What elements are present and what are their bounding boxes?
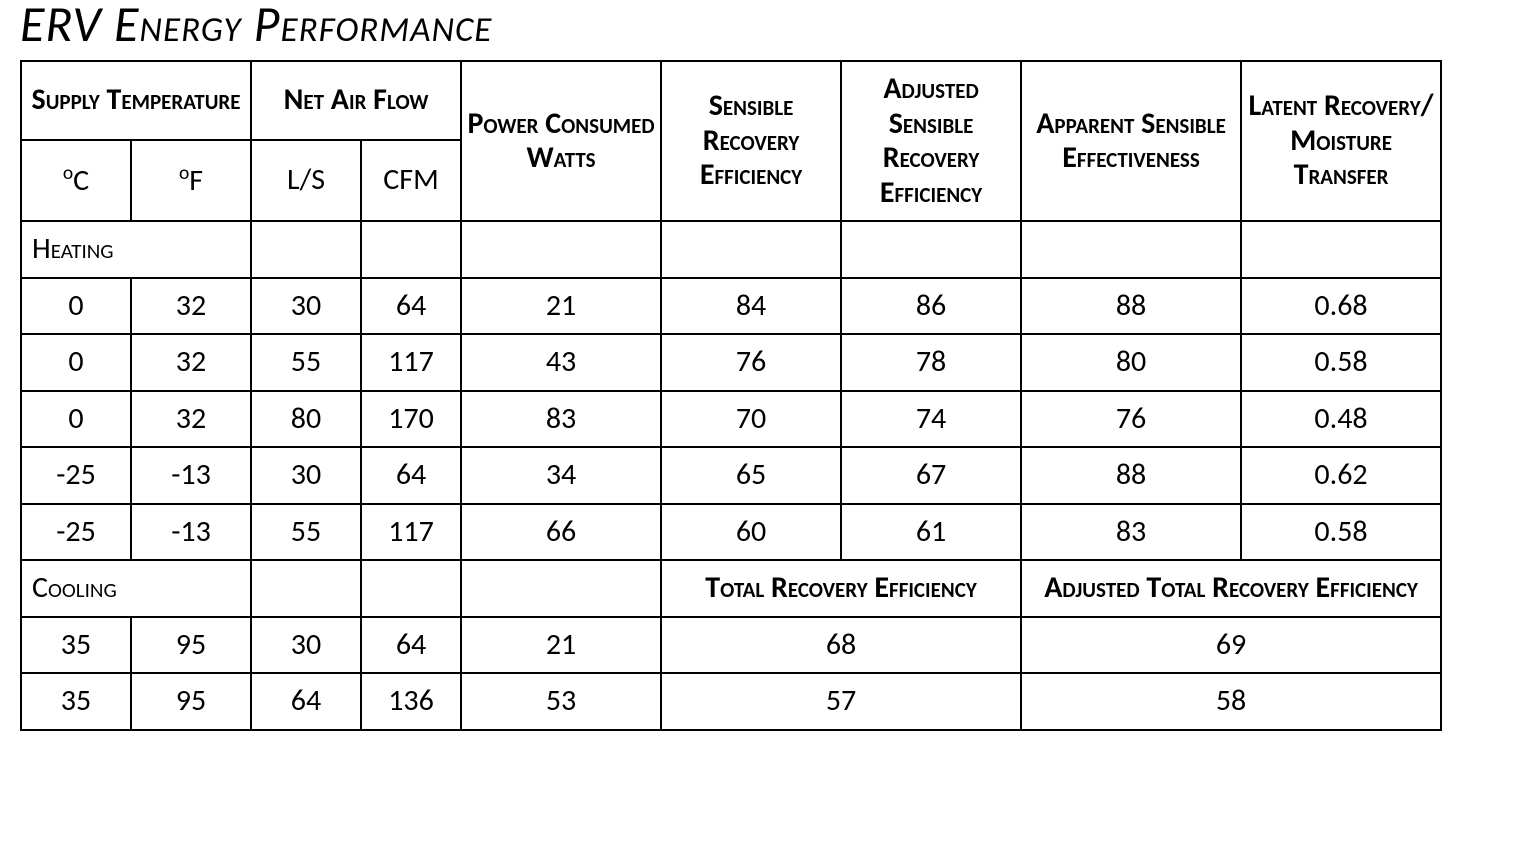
- cell-ase: 80: [1021, 334, 1241, 391]
- cell-sre: 84: [661, 278, 841, 335]
- table-row: 0 32 80 170 83 70 74 76 0.48: [21, 391, 1441, 448]
- cell-cfm: 117: [361, 334, 461, 391]
- table-row: 0 32 55 117 43 76 78 80 0.58: [21, 334, 1441, 391]
- cell-pw: 21: [461, 278, 661, 335]
- empty-cell: [841, 221, 1021, 278]
- table-row: 35 95 64 136 53 57 58: [21, 673, 1441, 730]
- unit-ls: L/S: [251, 140, 361, 221]
- cell-atre: 58: [1021, 673, 1441, 730]
- erv-performance-table: Supply Temperature Net Air Flow Power Co…: [20, 60, 1442, 731]
- cell-ls: 55: [251, 334, 361, 391]
- cell-ase: 76: [1021, 391, 1241, 448]
- cooling-label: Cooling: [21, 560, 251, 617]
- col-supply-temp: Supply Temperature: [21, 61, 251, 140]
- cell-c: 35: [21, 673, 131, 730]
- cell-c: -25: [21, 504, 131, 561]
- empty-cell: [251, 221, 361, 278]
- col-asre: Adjusted Sensible Recovery Efficiency: [841, 61, 1021, 221]
- cell-cfm: 64: [361, 617, 461, 674]
- empty-cell: [461, 560, 661, 617]
- cell-lat: 0.48: [1241, 391, 1441, 448]
- table-row: -25 -13 30 64 34 65 67 88 0.62: [21, 447, 1441, 504]
- cell-cfm: 117: [361, 504, 461, 561]
- cell-tre: 68: [661, 617, 1021, 674]
- cell-sre: 60: [661, 504, 841, 561]
- cell-ase: 88: [1021, 278, 1241, 335]
- cell-c: 35: [21, 617, 131, 674]
- cell-lat: 0.62: [1241, 447, 1441, 504]
- cell-c: 0: [21, 278, 131, 335]
- col-latent: Latent Recovery/ Moisture Transfer: [1241, 61, 1441, 221]
- col-net-air-flow: Net Air Flow: [251, 61, 461, 140]
- cell-pw: 83: [461, 391, 661, 448]
- cell-cfm: 170: [361, 391, 461, 448]
- cell-pw: 53: [461, 673, 661, 730]
- cell-pw: 34: [461, 447, 661, 504]
- cell-f: -13: [131, 447, 251, 504]
- table-row: 0 32 30 64 21 84 86 88 0.68: [21, 278, 1441, 335]
- cell-pw: 43: [461, 334, 661, 391]
- cell-asre: 86: [841, 278, 1021, 335]
- empty-cell: [1241, 221, 1441, 278]
- cell-c: 0: [21, 391, 131, 448]
- cell-pw: 21: [461, 617, 661, 674]
- cell-sre: 76: [661, 334, 841, 391]
- page-title: ERV Energy Performance: [20, 0, 1516, 50]
- cell-tre: 57: [661, 673, 1021, 730]
- cell-asre: 61: [841, 504, 1021, 561]
- heating-label: Heating: [21, 221, 251, 278]
- cell-f: 32: [131, 334, 251, 391]
- table-header-row-1: Supply Temperature Net Air Flow Power Co…: [21, 61, 1441, 140]
- empty-cell: [361, 221, 461, 278]
- cell-ls: 80: [251, 391, 361, 448]
- cell-cfm: 136: [361, 673, 461, 730]
- cell-ase: 88: [1021, 447, 1241, 504]
- cell-ls: 30: [251, 447, 361, 504]
- cell-asre: 78: [841, 334, 1021, 391]
- cell-c: -25: [21, 447, 131, 504]
- empty-cell: [461, 221, 661, 278]
- cell-sre: 65: [661, 447, 841, 504]
- cell-f: 95: [131, 617, 251, 674]
- empty-cell: [361, 560, 461, 617]
- col-ase: Apparent Sensible Effectiveness: [1021, 61, 1241, 221]
- cell-asre: 74: [841, 391, 1021, 448]
- cell-lat: 0.58: [1241, 504, 1441, 561]
- table-row: -25 -13 55 117 66 60 61 83 0.58: [21, 504, 1441, 561]
- cell-sre: 70: [661, 391, 841, 448]
- empty-cell: [661, 221, 841, 278]
- cell-cfm: 64: [361, 278, 461, 335]
- cell-pw: 66: [461, 504, 661, 561]
- col-atre: Adjusted Total Recovery Efficiency: [1021, 560, 1441, 617]
- unit-deg-f: oF: [131, 140, 251, 221]
- cell-ase: 83: [1021, 504, 1241, 561]
- cell-cfm: 64: [361, 447, 461, 504]
- unit-deg-c: oC: [21, 140, 131, 221]
- cell-lat: 0.58: [1241, 334, 1441, 391]
- cooling-section-row: Cooling Total Recovery Efficiency Adjust…: [21, 560, 1441, 617]
- col-sre: Sensible Recovery Efficiency: [661, 61, 841, 221]
- cell-f: -13: [131, 504, 251, 561]
- unit-cfm: CFM: [361, 140, 461, 221]
- table-row: 35 95 30 64 21 68 69: [21, 617, 1441, 674]
- cell-atre: 69: [1021, 617, 1441, 674]
- cell-asre: 67: [841, 447, 1021, 504]
- cell-ls: 55: [251, 504, 361, 561]
- cell-lat: 0.68: [1241, 278, 1441, 335]
- col-power: Power Consumed Watts: [461, 61, 661, 221]
- empty-cell: [1021, 221, 1241, 278]
- cell-f: 32: [131, 278, 251, 335]
- col-tre: Total Recovery Efficiency: [661, 560, 1021, 617]
- cell-f: 95: [131, 673, 251, 730]
- heating-section-row: Heating: [21, 221, 1441, 278]
- cell-ls: 30: [251, 278, 361, 335]
- cell-ls: 64: [251, 673, 361, 730]
- empty-cell: [251, 560, 361, 617]
- cell-c: 0: [21, 334, 131, 391]
- cell-ls: 30: [251, 617, 361, 674]
- cell-f: 32: [131, 391, 251, 448]
